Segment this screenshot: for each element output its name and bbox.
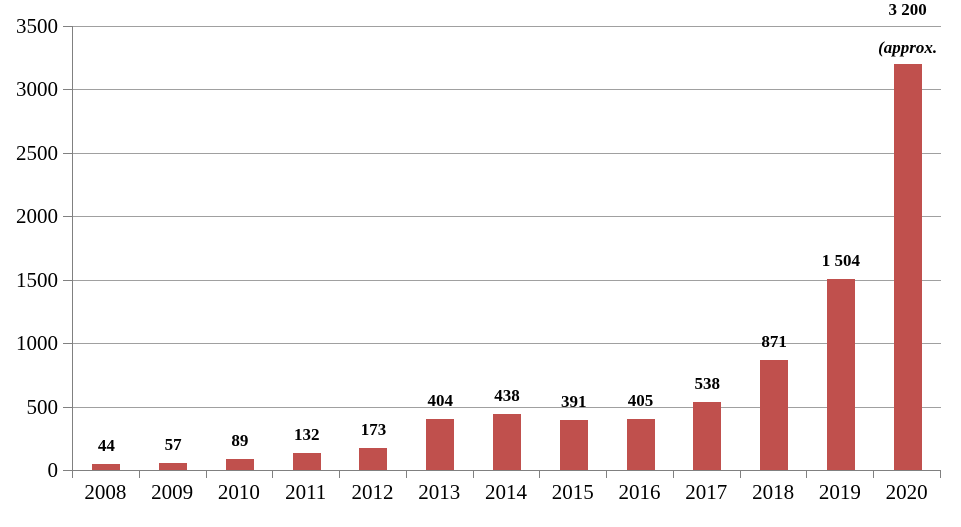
x-axis-tick bbox=[72, 471, 73, 478]
bar-value-label: 391 bbox=[561, 392, 587, 411]
plot-area: 44 57 89 132 173 404 438 391 405 538 871 1 504 3 200… bbox=[72, 0, 941, 471]
x-axis-tick-label: 2019 bbox=[818, 480, 861, 504]
x-axis-tick-label: 2015 bbox=[551, 480, 594, 504]
y-axis-tick-label: 0 bbox=[47, 458, 59, 482]
bar-2010 bbox=[225, 459, 254, 470]
gridline bbox=[73, 89, 941, 91]
bar-2020 bbox=[893, 64, 922, 470]
y-axis-tick bbox=[63, 89, 72, 91]
bar-value-label: 438 bbox=[494, 386, 520, 405]
y-axis-tick bbox=[63, 26, 72, 27]
bar-2019 bbox=[826, 279, 855, 470]
y-axis-tick-label: 1000 bbox=[16, 331, 58, 356]
bar-value-label: 405 bbox=[627, 391, 654, 410]
gridline bbox=[73, 343, 941, 345]
x-axis-tick bbox=[739, 471, 741, 478]
gridline bbox=[73, 26, 941, 27]
gridline bbox=[73, 279, 941, 281]
bar-value-label: 871 bbox=[761, 332, 787, 351]
bar-2018 bbox=[760, 360, 789, 470]
x-axis-tick-label: 2020 bbox=[885, 480, 928, 504]
gridline bbox=[73, 152, 941, 154]
bar-2009 bbox=[159, 463, 188, 470]
bar-value-label: 173 bbox=[360, 420, 387, 439]
y-axis-tick-label: 500 bbox=[26, 394, 59, 419]
y-axis-tick-label: 1500 bbox=[16, 267, 58, 292]
x-axis-tick bbox=[405, 471, 407, 478]
x-axis-tick bbox=[138, 471, 140, 478]
bar-value-label: 538 bbox=[694, 374, 721, 393]
x-axis-tick bbox=[339, 471, 341, 478]
bar-value-label: 57 bbox=[164, 435, 182, 454]
x-axis-tick-label: 2010 bbox=[217, 480, 260, 504]
bar-approx-note: (approx. bbox=[878, 38, 938, 57]
x-axis-tick bbox=[205, 471, 207, 478]
gridline bbox=[73, 406, 941, 408]
bar-2008 bbox=[92, 464, 121, 470]
bar-2011 bbox=[292, 453, 321, 470]
bar-value-label: 1 504 bbox=[821, 251, 860, 270]
bar-value-label: 3 200 bbox=[888, 0, 927, 19]
x-axis-tick-label: 2013 bbox=[418, 480, 461, 504]
bar-2012 bbox=[359, 448, 388, 470]
bar-value-label: 44 bbox=[97, 436, 115, 455]
y-axis-tick-label: 3000 bbox=[16, 77, 58, 102]
x-axis-tick bbox=[940, 471, 941, 478]
bar-2015 bbox=[559, 420, 588, 470]
x-axis-tick-label: 2014 bbox=[485, 480, 527, 504]
y-axis-tick bbox=[63, 216, 72, 218]
bar-2013 bbox=[426, 419, 455, 470]
y-axis-tick bbox=[63, 279, 72, 281]
bar-value-label: 132 bbox=[293, 425, 320, 444]
x-axis-tick bbox=[806, 471, 808, 478]
bar-2017 bbox=[693, 402, 722, 470]
x-axis-tick bbox=[672, 471, 674, 478]
x-axis-tick-label: 2009 bbox=[151, 480, 194, 504]
y-axis-tick bbox=[63, 470, 72, 471]
y-axis-tick-label: 3500 bbox=[16, 14, 58, 38]
y-axis-tick-label: 2500 bbox=[16, 140, 58, 165]
y-axis-tick bbox=[63, 152, 72, 154]
x-axis-tick bbox=[606, 471, 608, 478]
x-axis-tick bbox=[272, 471, 274, 478]
x-axis-tick-label: 2011 bbox=[285, 480, 327, 504]
x-axis-tick-label: 2012 bbox=[351, 480, 394, 504]
y-axis-tick bbox=[63, 406, 72, 408]
y-axis-tick-label: 2000 bbox=[16, 204, 58, 229]
x-axis-tick-label: 2018 bbox=[752, 480, 795, 504]
bar-2014 bbox=[493, 414, 521, 470]
x-axis-tick bbox=[472, 471, 474, 478]
gridline bbox=[73, 216, 941, 218]
x-axis-tick bbox=[539, 471, 541, 478]
y-axis-tick bbox=[63, 343, 72, 345]
x-axis-tick bbox=[873, 471, 875, 478]
x-axis-tick-label: 2016 bbox=[618, 480, 661, 504]
bar-value-label: 404 bbox=[427, 391, 453, 410]
x-axis-tick-label: 2008 bbox=[84, 480, 127, 504]
x-axis-tick-label: 2017 bbox=[685, 480, 728, 504]
bar-2016 bbox=[626, 419, 655, 470]
bar-value-label: 89 bbox=[231, 431, 249, 450]
